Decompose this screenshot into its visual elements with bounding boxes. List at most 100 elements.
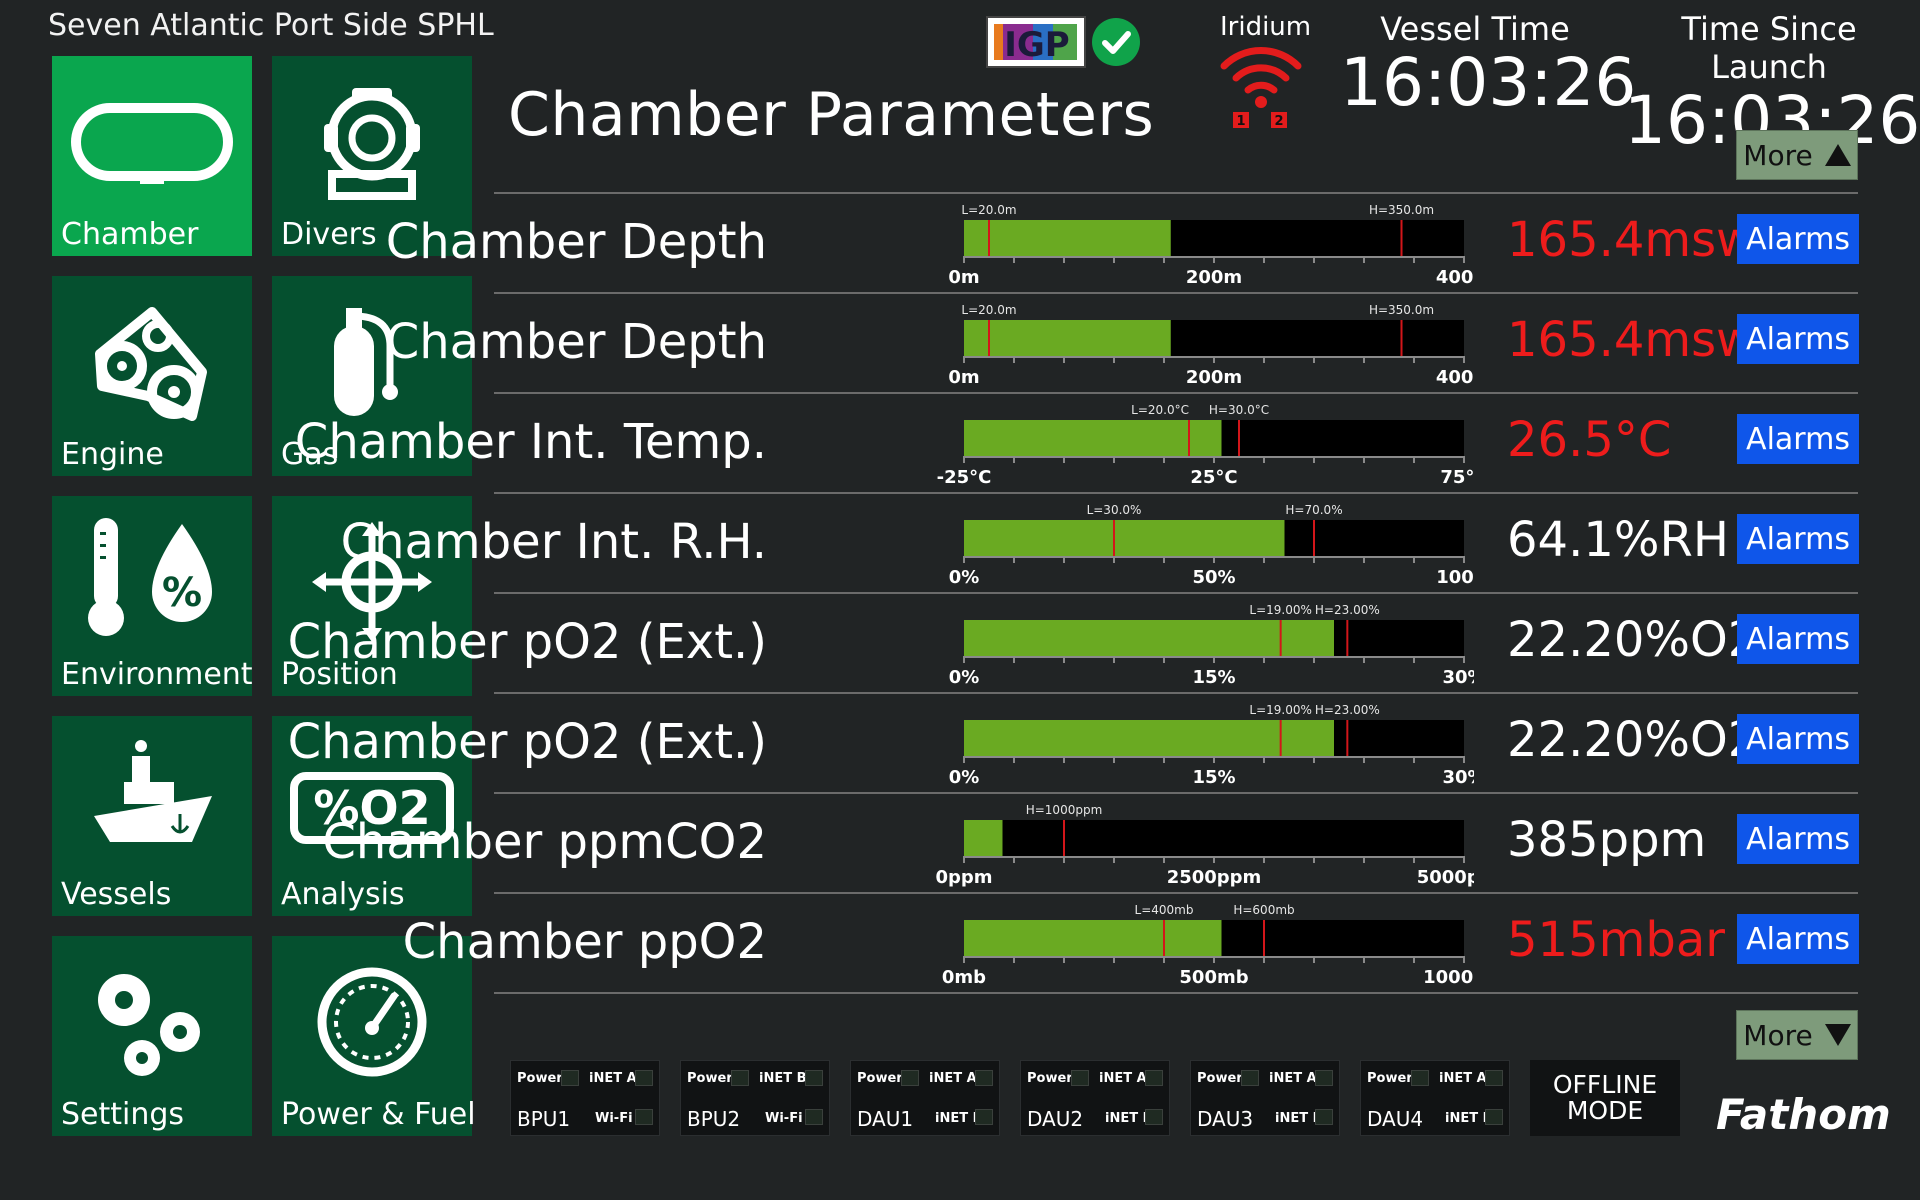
- axis-tick-label: 1000mb: [1423, 967, 1474, 988]
- power-led-icon: [1241, 1070, 1259, 1086]
- nav-tile-vessels[interactable]: Vessels: [52, 716, 252, 916]
- more-up-button[interactable]: More: [1736, 130, 1858, 180]
- alarms-button[interactable]: Alarms: [1737, 514, 1859, 564]
- axis-tick-label: 0ppm: [935, 867, 992, 888]
- parameter-row: Chamber Depth L=20.0m H=350.0m 0m 200m 400m 16…: [386, 294, 1859, 394]
- high-limit-label: H=30.0°C: [1209, 403, 1269, 417]
- nav-tile-label: Divers: [281, 217, 377, 252]
- parameter-label: Chamber pO2 (Ext.): [287, 614, 767, 670]
- network-2-led-icon: [805, 1109, 823, 1125]
- axis-tick-label: -25°C: [937, 467, 992, 488]
- more-down-label: More: [1743, 1018, 1813, 1052]
- power-led-icon: [561, 1070, 579, 1086]
- bar-fill: [964, 320, 1171, 356]
- status-ok-icon: [1092, 18, 1140, 66]
- parameter-bar-gauge: L=20.0°C H=30.0°C -25°C 25°C 75°C: [937, 403, 1474, 488]
- row-separator: [494, 992, 1858, 994]
- nav-tile-chamber[interactable]: Chamber: [52, 56, 252, 256]
- network-2-led-icon: [975, 1109, 993, 1125]
- nav-tile-label: Engine: [61, 437, 164, 472]
- parameter-row: Chamber ppmCO2 H=1000ppm 0ppm 2500ppm 5000pp…: [322, 794, 1859, 894]
- power-label: Power: [1197, 1071, 1243, 1086]
- vessel-time-label: Vessel Time: [1380, 10, 1570, 48]
- bar-fill: [964, 420, 1222, 456]
- alarms-button[interactable]: Alarms: [1737, 914, 1859, 964]
- axis-tick-label: 500mb: [1179, 967, 1248, 988]
- alarms-button[interactable]: Alarms: [1737, 714, 1859, 764]
- alarms-button[interactable]: Alarms: [1737, 614, 1859, 664]
- more-down-button[interactable]: More: [1736, 1010, 1858, 1060]
- axis-tick-label: 0mb: [942, 967, 986, 988]
- network-1-led-icon: [975, 1070, 993, 1086]
- page-title: Chamber Parameters: [508, 80, 1155, 150]
- parameter-label: Chamber pO2 (Ext.): [287, 714, 767, 770]
- network-1-label: iNET B: [759, 1071, 807, 1086]
- nav-tile-environment[interactable]: % Environment: [52, 496, 253, 696]
- high-limit-label: H=600mb: [1233, 903, 1294, 917]
- power-label: Power: [517, 1071, 563, 1086]
- network-2-led-icon: [635, 1109, 653, 1125]
- network-1-label: iNET A: [1099, 1071, 1147, 1086]
- low-limit-label: L=19.00%: [1249, 603, 1312, 617]
- nav-tile-engine[interactable]: Engine: [52, 276, 252, 476]
- row-separator: [494, 792, 1858, 794]
- parameter-value: 385ppm: [1507, 812, 1707, 868]
- axis-tick-label: 0%: [949, 567, 980, 588]
- nav-tile-gas[interactable]: Gas: [272, 276, 472, 476]
- parameter-row: Chamber pO2 (Ext.) L=19.00% H=23.00% 0% 15% 3…: [288, 594, 1859, 694]
- nav-tile-analysis[interactable]: %O2 Analysis: [272, 716, 472, 916]
- iridium-sat-1: 1: [1236, 114, 1245, 129]
- unit-name: BPU1: [517, 1107, 571, 1131]
- alarms-button[interactable]: Alarms: [1737, 314, 1859, 364]
- svg-text:%: %: [162, 570, 202, 616]
- parameter-value: 165.4msw: [1507, 312, 1756, 368]
- axis-tick-label: 0m: [948, 367, 979, 388]
- alarms-button[interactable]: Alarms: [1737, 414, 1859, 464]
- axis-tick-label: 200m: [1186, 267, 1242, 288]
- triangle-down-icon: [1824, 1024, 1851, 1046]
- parameter-label: Chamber Int. Temp.: [294, 414, 767, 470]
- nav-tile-settings[interactable]: Settings: [52, 936, 252, 1136]
- bar-fill: [964, 620, 1334, 656]
- network-1-label: iNET A: [589, 1071, 637, 1086]
- row-separator: [494, 392, 1858, 394]
- offline-mode-button[interactable]: OFFLINE MODE: [1530, 1060, 1680, 1136]
- parameter-bar-gauge: L=30.0% H=70.0% 0% 50% 100%: [949, 503, 1474, 588]
- axis-tick-label: 200m: [1186, 367, 1242, 388]
- network-2-label: iNET B: [935, 1111, 983, 1126]
- parameter-value: 165.4msw: [1507, 212, 1756, 268]
- logo-text: IGP: [1004, 25, 1069, 65]
- nav-tile-label: Settings: [61, 1097, 185, 1132]
- parameter-bar-gauge: H=1000ppm 0ppm 2500ppm 5000ppm: [935, 803, 1474, 888]
- parameter-bar-gauge: L=20.0m H=350.0m 0m 200m 400m: [948, 303, 1474, 388]
- alarms-button[interactable]: Alarms: [1737, 214, 1859, 264]
- nav-tile-power-fuel[interactable]: Power & Fuel: [272, 936, 476, 1136]
- axis-tick-label: 0%: [949, 667, 980, 688]
- offline-line-2: MODE: [1566, 1096, 1644, 1125]
- high-limit-label: H=70.0%: [1285, 503, 1342, 517]
- axis-tick-label: 400m: [1436, 267, 1474, 288]
- network-2-led-icon: [1145, 1109, 1163, 1125]
- parameter-value: 515mbar: [1507, 912, 1725, 968]
- triangle-up-icon: [1824, 144, 1851, 166]
- parameter-bar-gauge: L=19.00%H=23.00% 0% 15% 30%: [949, 603, 1474, 688]
- power-label: Power: [1027, 1071, 1073, 1086]
- network-2-label: Wi-Fi: [595, 1111, 633, 1126]
- row-separator: [494, 692, 1858, 694]
- parameter-label: Chamber Int. R.H.: [340, 514, 767, 570]
- network-1-led-icon: [1315, 1070, 1333, 1086]
- bar-fill: [964, 520, 1285, 556]
- vessel-time-value: 16:03:26: [1340, 44, 1637, 121]
- parameter-row: Chamber Depth L=20.0m H=350.0m 0m 200m 400m 16…: [386, 194, 1859, 294]
- axis-tick-label: 5000ppm: [1417, 867, 1474, 888]
- axis-tick-label: 25°C: [1190, 467, 1237, 488]
- alarms-button[interactable]: Alarms: [1737, 814, 1859, 864]
- unit-name: DAU4: [1367, 1107, 1424, 1131]
- parameter-value: 26.5°C: [1507, 412, 1672, 468]
- nav-tile-label: Analysis: [281, 877, 405, 912]
- more-up-label: More: [1743, 138, 1813, 172]
- nav-tile-divers[interactable]: Divers: [272, 56, 472, 256]
- nav-tile-position[interactable]: Position: [272, 496, 472, 696]
- row-separator: [494, 892, 1858, 894]
- parameter-label: Chamber ppmCO2: [322, 814, 767, 870]
